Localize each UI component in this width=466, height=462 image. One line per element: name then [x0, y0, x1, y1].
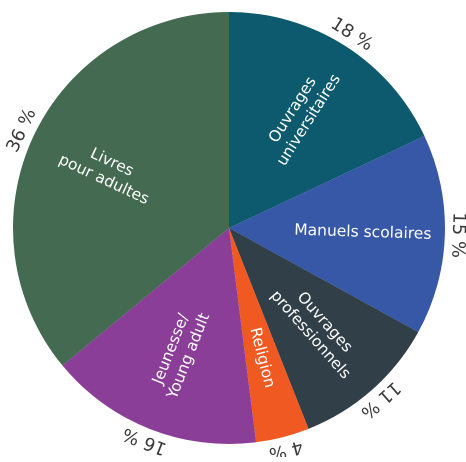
- pie-slice-ouvrages-professionnels: [229, 228, 419, 429]
- slice-label-line: Manuels scolaires: [294, 221, 432, 243]
- slice-label-manuels-scolaires: Manuels scolaires: [294, 221, 432, 243]
- pie-slice-livres-pour-adultes: [13, 12, 229, 366]
- pie-slice-manuels-scolaires: [229, 136, 445, 333]
- percent-label-manuels-scolaires: 15 %: [447, 212, 466, 258]
- pie-slice-jeunesse-young-adult: [62, 228, 257, 445]
- pie-slice-ouvrages-universitaires: [229, 12, 425, 228]
- pie-slice-religion: [229, 228, 309, 443]
